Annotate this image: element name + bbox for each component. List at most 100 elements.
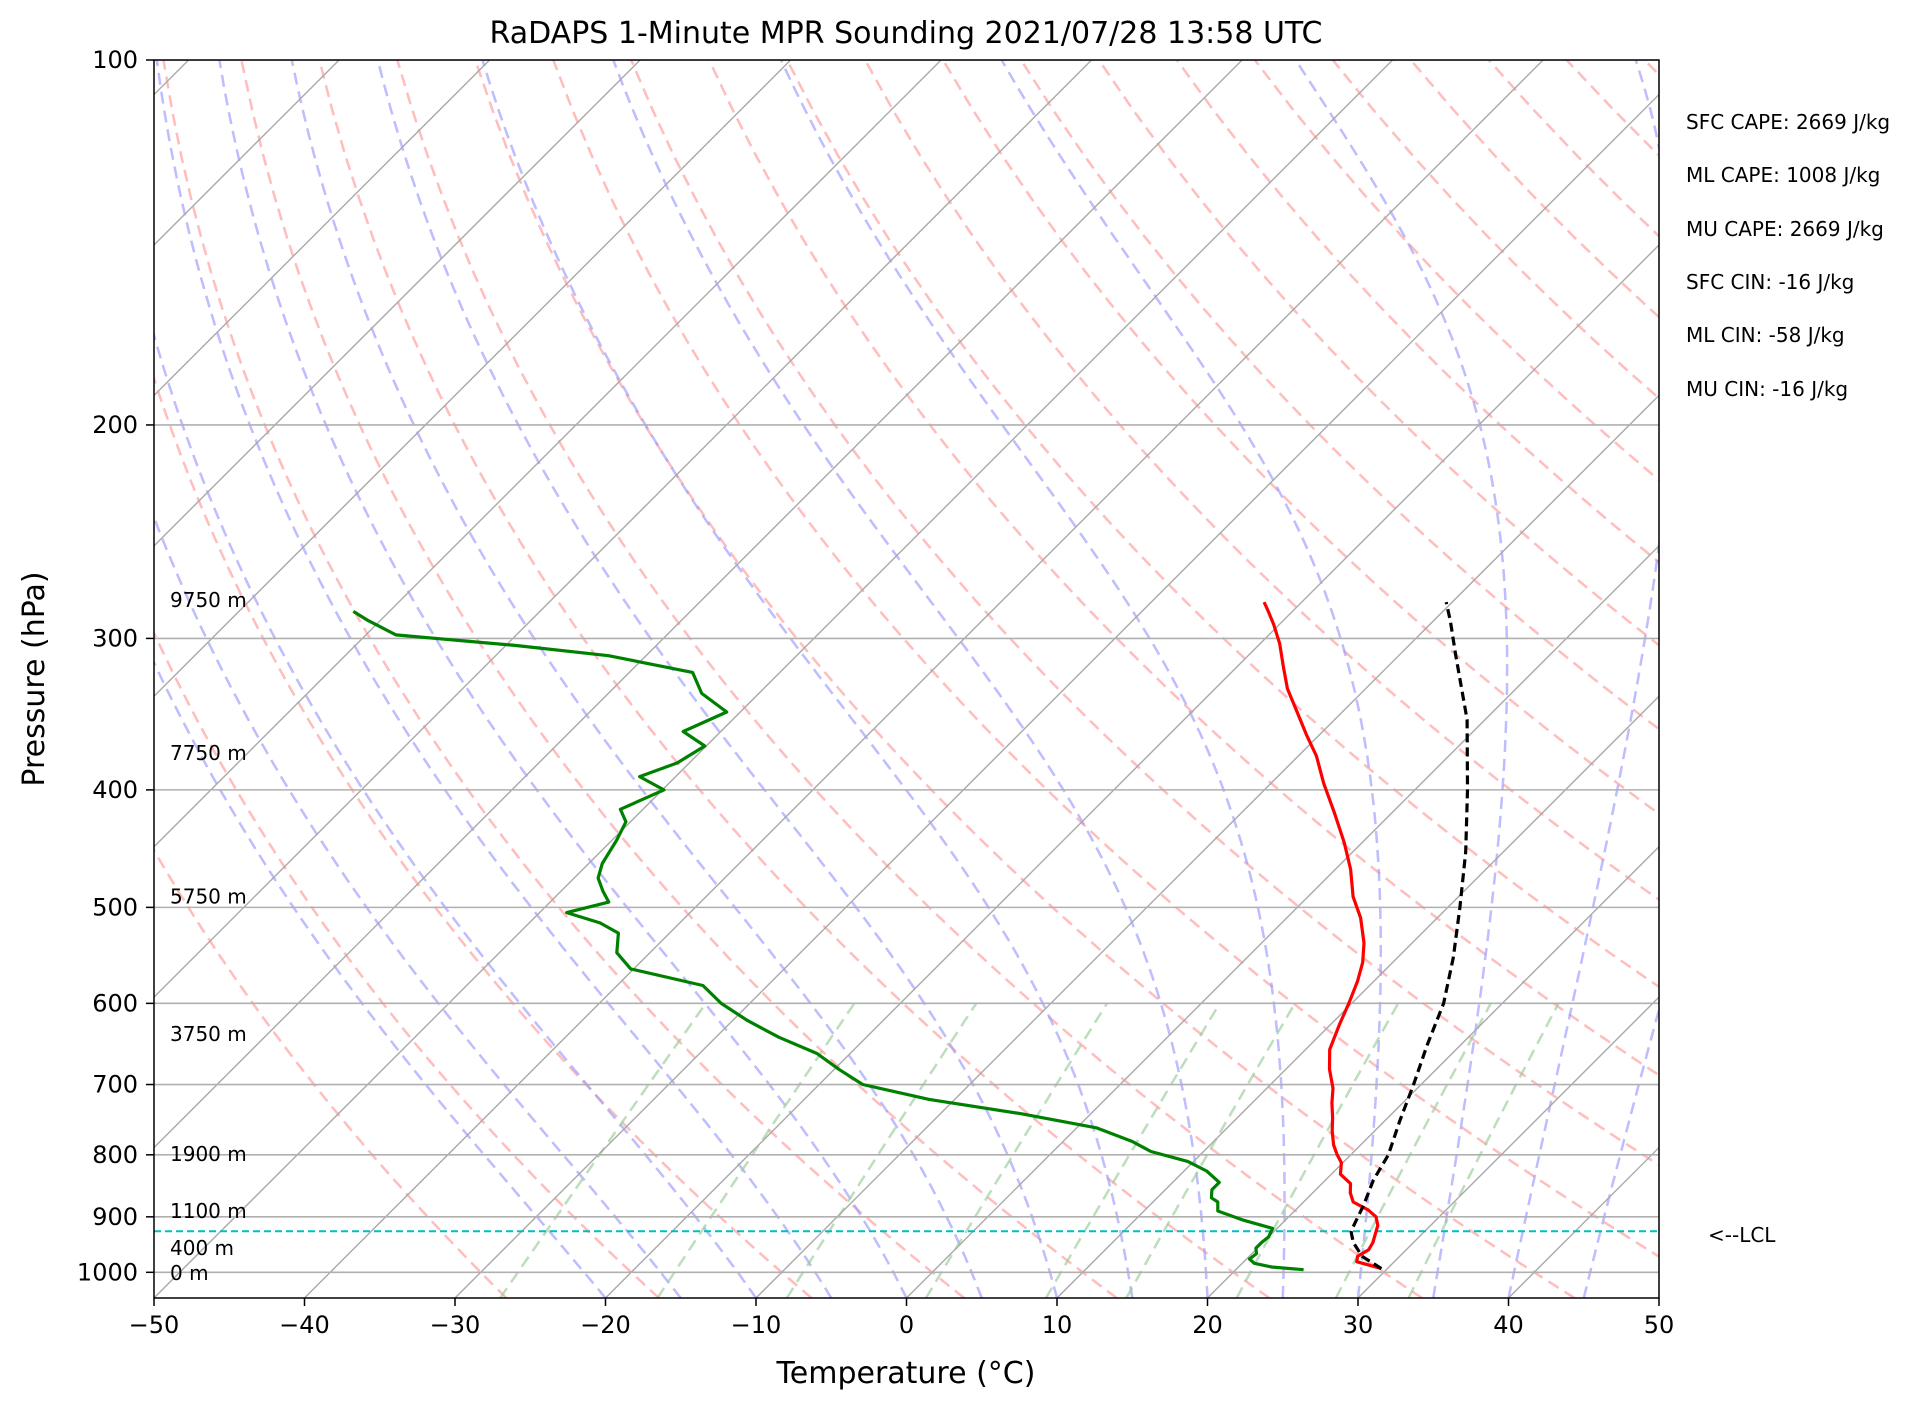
moist-adiabat bbox=[1000, 60, 1383, 1298]
height-label: 3750 m bbox=[170, 1022, 247, 1046]
isotherm bbox=[1357, 996, 1659, 1298]
parcel-path bbox=[1349, 601, 1470, 1270]
temperature-profile bbox=[1262, 601, 1382, 1271]
isotherm bbox=[1056, 695, 1659, 1298]
y-tick-label: 900 bbox=[92, 1203, 138, 1231]
moist-adiabat bbox=[154, 330, 758, 1298]
dry-adiabat bbox=[154, 374, 813, 1298]
y-tick-label: 600 bbox=[92, 989, 138, 1017]
dry-adiabat bbox=[162, 60, 965, 1298]
isotherm bbox=[154, 60, 1093, 999]
x-tick-label: 40 bbox=[1493, 1311, 1524, 1339]
dry-adiabat bbox=[1487, 60, 1659, 238]
index-sfc-cape: SFC CAPE: 2669 J/kg bbox=[1686, 110, 1890, 134]
height-label: 400 m bbox=[170, 1236, 234, 1260]
mixing-ratio-line bbox=[656, 1002, 856, 1298]
mixing-ratio-line bbox=[924, 1002, 1109, 1298]
moist-adiabat bbox=[154, 514, 682, 1298]
height-label: 0 m bbox=[170, 1261, 209, 1285]
moist-adiabat bbox=[154, 659, 607, 1298]
isotherm bbox=[154, 60, 1394, 1298]
x-tick-label: −30 bbox=[430, 1311, 481, 1339]
index-sfc-cin: SFC CIN: -16 J/kg bbox=[1686, 270, 1854, 294]
axis-ticks: −50 −40 −30 −20 −10 0 10 20 30 40 50 100 200 300 400 50… bbox=[77, 46, 1674, 1339]
index-mu-cin: MU CIN: -16 J/kg bbox=[1686, 377, 1848, 401]
x-tick-label: −40 bbox=[279, 1311, 330, 1339]
dry-adiabat bbox=[396, 60, 1423, 1298]
isotherm bbox=[605, 244, 1659, 1298]
isotherm bbox=[304, 60, 1544, 1298]
height-label: 1900 m bbox=[170, 1142, 247, 1166]
height-label: 5750 m bbox=[170, 885, 247, 909]
x-tick-label: 30 bbox=[1343, 1311, 1374, 1339]
moist-adiabat bbox=[481, 60, 1134, 1298]
isotherm bbox=[154, 60, 641, 547]
isotherm bbox=[1207, 845, 1659, 1298]
indices-panel: SFC CAPE: 2669 J/kg ML CAPE: 1008 J/kg M… bbox=[1686, 110, 1890, 401]
dry-adiabat bbox=[1097, 60, 1659, 647]
dry-adiabat bbox=[1409, 60, 1659, 319]
dewpoint-profile bbox=[352, 610, 1304, 1272]
moist-adiabat bbox=[612, 60, 1209, 1298]
isotherm bbox=[154, 60, 792, 698]
mixing-ratio-line bbox=[499, 1002, 707, 1298]
dry-adiabat bbox=[864, 60, 1659, 902]
dry-adiabat bbox=[941, 60, 1659, 816]
x-tick-label: 0 bbox=[899, 1311, 914, 1339]
mixing-ratio-line bbox=[1235, 1002, 1400, 1298]
y-tick-label: 200 bbox=[92, 411, 138, 439]
y-tick-label: 100 bbox=[92, 46, 138, 74]
dry-adiabat bbox=[785, 60, 1659, 989]
moist-adiabat bbox=[155, 60, 833, 1298]
isotherm bbox=[154, 60, 942, 848]
x-tick-label: 20 bbox=[1192, 1311, 1223, 1339]
y-tick-label: 700 bbox=[92, 1071, 138, 1099]
isotherm bbox=[154, 60, 491, 397]
mixing-ratio-line bbox=[1044, 1002, 1221, 1298]
height-label: 7750 m bbox=[170, 741, 247, 765]
dry-adiabat bbox=[1723, 60, 1925, 1298]
chart-title: RaDAPS 1-Minute MPR Sounding 2021/07/28 … bbox=[490, 16, 1323, 51]
dry-adiabat bbox=[630, 60, 1659, 1167]
moist-adiabat bbox=[376, 60, 1059, 1298]
moist-adiabat bbox=[1507, 60, 1659, 1298]
dry-adiabat bbox=[1253, 60, 1659, 482]
lcl-label: <--LCL bbox=[1708, 1223, 1776, 1247]
y-tick-label: 300 bbox=[92, 624, 138, 652]
mixing-ratio-line bbox=[1125, 1002, 1296, 1298]
dry-adiabat bbox=[154, 847, 508, 1298]
index-ml-cape: ML CAPE: 1008 J/kg bbox=[1686, 163, 1880, 187]
y-axis-label: Pressure (hPa) bbox=[17, 571, 52, 786]
dry-adiabat bbox=[1565, 60, 1659, 158]
dry-adiabat bbox=[474, 60, 1576, 1298]
dry-adiabat bbox=[318, 60, 1271, 1298]
moist-adiabat bbox=[1294, 60, 1509, 1298]
x-tick-label: −20 bbox=[580, 1311, 631, 1339]
isotherm bbox=[154, 60, 1243, 1149]
moist-adiabat bbox=[779, 60, 1286, 1298]
mixing-ratio-line bbox=[785, 1002, 978, 1298]
mixing-ratio-line bbox=[1407, 1002, 1560, 1298]
dry-adiabat bbox=[1019, 60, 1659, 731]
y-tick-label: 500 bbox=[92, 893, 138, 921]
isotherm bbox=[1658, 1297, 1659, 1298]
x-tick-label: 10 bbox=[1042, 1311, 1073, 1339]
background-lines bbox=[154, 60, 1925, 1298]
dry-adiabat bbox=[240, 60, 1118, 1298]
dry-adiabat bbox=[1643, 60, 1659, 77]
x-tick-label: 50 bbox=[1644, 1311, 1675, 1339]
moist-adiabat bbox=[1582, 1004, 1659, 1298]
dry-adiabat bbox=[154, 629, 660, 1298]
x-tick-label: −10 bbox=[731, 1311, 782, 1339]
isotherm bbox=[1508, 1146, 1659, 1298]
height-label: 1100 m bbox=[170, 1199, 247, 1223]
profile-lines bbox=[352, 601, 1470, 1272]
x-tick-label: −50 bbox=[129, 1311, 180, 1339]
dry-adiabat bbox=[1331, 60, 1659, 400]
y-tick-label: 800 bbox=[92, 1141, 138, 1169]
moist-adiabat bbox=[290, 60, 983, 1298]
dry-adiabat bbox=[1175, 60, 1659, 564]
index-mu-cape: MU CAPE: 2669 J/kg bbox=[1686, 217, 1884, 241]
y-tick-label: 400 bbox=[92, 776, 138, 804]
